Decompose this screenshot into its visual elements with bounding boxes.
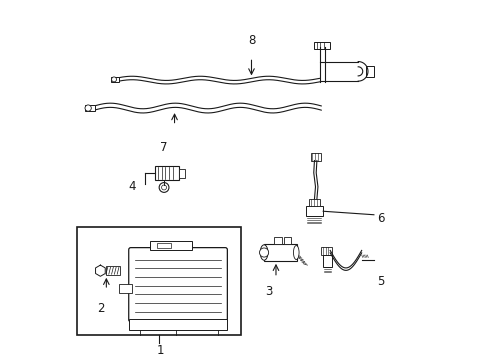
Bar	[111, 77, 119, 82]
Bar	[305, 206, 323, 216]
Text: 5: 5	[377, 275, 384, 288]
Text: 3: 3	[265, 285, 272, 298]
Circle shape	[159, 183, 169, 192]
Text: 8: 8	[247, 34, 255, 47]
Bar	[308, 199, 320, 206]
Circle shape	[259, 248, 268, 257]
Text: 1: 1	[157, 344, 164, 357]
Bar	[263, 244, 296, 261]
Bar	[150, 240, 192, 251]
FancyBboxPatch shape	[128, 248, 227, 322]
Bar	[314, 42, 329, 49]
Bar	[179, 169, 184, 178]
Bar	[283, 237, 291, 244]
Bar	[77, 227, 241, 336]
Text: 2: 2	[97, 302, 104, 315]
Bar	[274, 237, 282, 244]
Ellipse shape	[293, 246, 299, 260]
Bar	[155, 166, 179, 180]
Ellipse shape	[260, 245, 267, 260]
Circle shape	[85, 105, 91, 111]
Bar	[310, 153, 320, 161]
Bar	[157, 243, 171, 248]
Circle shape	[161, 185, 166, 190]
Circle shape	[111, 77, 116, 82]
Bar	[366, 66, 373, 77]
Bar	[85, 105, 95, 111]
Bar	[129, 319, 226, 330]
Bar	[321, 247, 331, 255]
Bar	[119, 284, 132, 293]
Bar	[323, 255, 331, 267]
Bar	[106, 266, 120, 275]
Text: 4: 4	[128, 180, 136, 193]
Text: 6: 6	[377, 212, 384, 225]
Text: 7: 7	[160, 141, 167, 154]
